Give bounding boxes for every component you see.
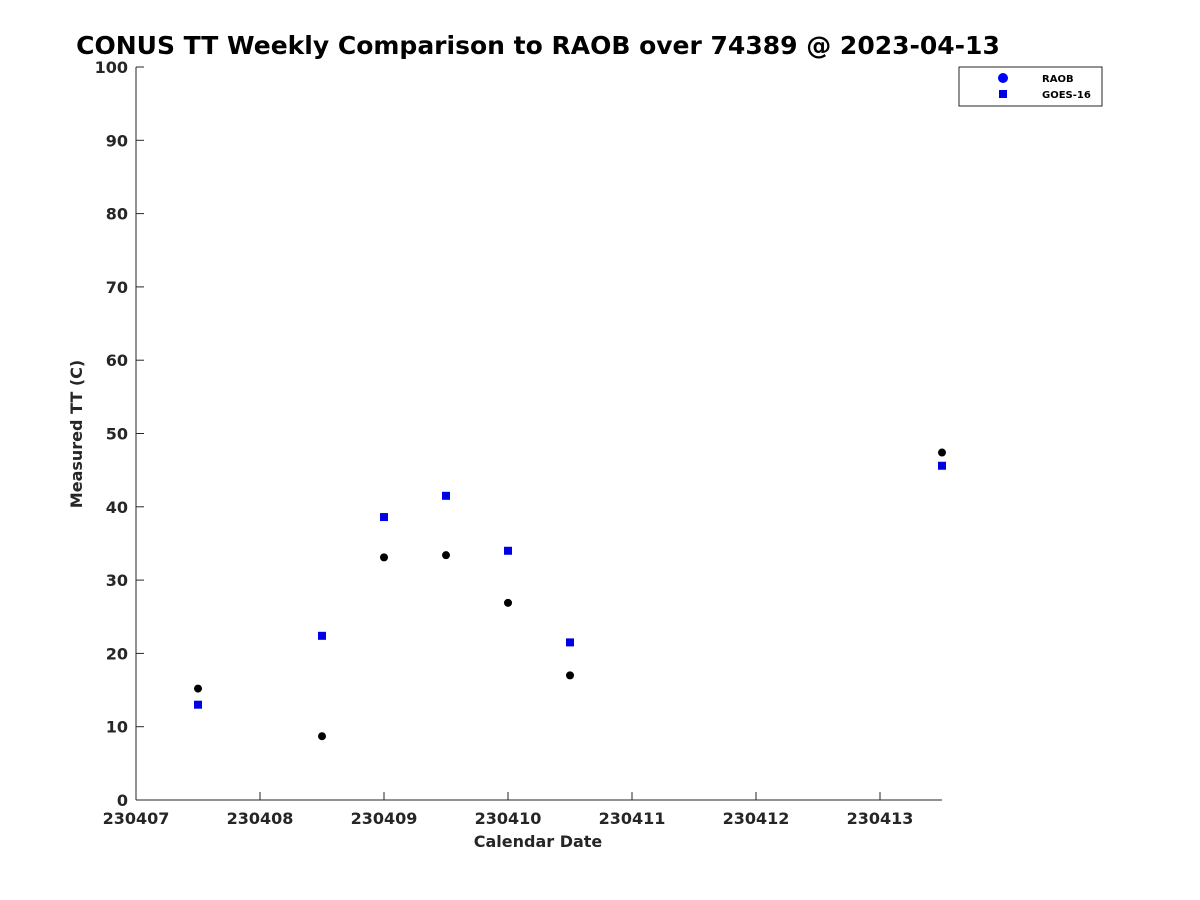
y-tick-label: 90 (106, 131, 128, 150)
goes16-point (504, 546, 512, 555)
goes16-point (318, 631, 326, 640)
y-tick-label: 0 (117, 791, 128, 810)
plot-area (135, 67, 942, 801)
legend-label: RAOB (1042, 74, 1074, 85)
y-tick-label: 50 (106, 425, 128, 444)
raob-point (194, 684, 202, 693)
x-tick-label: 230411 (599, 809, 666, 828)
goes16-point (194, 700, 202, 709)
goes16-point (566, 638, 574, 647)
y-tick-label: 10 (106, 718, 128, 737)
y-axis-label: Measured TT (C) (67, 360, 86, 508)
y-tick-label: 20 (106, 644, 128, 663)
x-tick-label: 230409 (351, 809, 418, 828)
y-tick-label: 80 (106, 205, 128, 224)
legend-marker-goes16 (999, 90, 1007, 98)
raob-point (504, 598, 512, 607)
raob-point (442, 551, 450, 560)
chart-title: CONUS TT Weekly Comparison to RAOB over … (76, 31, 1000, 60)
legend-marker-raob (998, 73, 1008, 83)
series-layer (194, 448, 946, 741)
raob-point (566, 671, 574, 680)
x-axis-label: Calendar Date (474, 832, 603, 851)
x-tick-label: 230410 (475, 809, 542, 828)
x-tick-label: 230413 (847, 809, 914, 828)
raob-point (380, 553, 388, 562)
y-tick-label: 30 (106, 571, 128, 590)
raob-point (318, 732, 326, 741)
goes16-point (380, 513, 388, 522)
legend-box (958, 66, 1103, 107)
x-tick-label: 230407 (103, 809, 170, 828)
y-tick-label: 40 (106, 498, 128, 517)
x-tick-label: 230412 (723, 809, 790, 828)
goes16-point (938, 461, 946, 470)
legend: RAOB GOES-16 (958, 66, 1103, 107)
x-ticks: 230407 230408 230409 230410 230411 230412 2304… (103, 792, 914, 828)
y-tick-label: 100 (95, 58, 128, 77)
raob-point (938, 448, 946, 457)
y-tick-label: 70 (106, 278, 128, 297)
y-ticks: 0 10 20 30 40 50 60 70 80 90 100 (95, 58, 144, 810)
x-tick-label: 230408 (227, 809, 294, 828)
goes16-point (442, 491, 450, 500)
legend-label: GOES-16 (1042, 90, 1091, 101)
y-tick-label: 60 (106, 351, 128, 370)
